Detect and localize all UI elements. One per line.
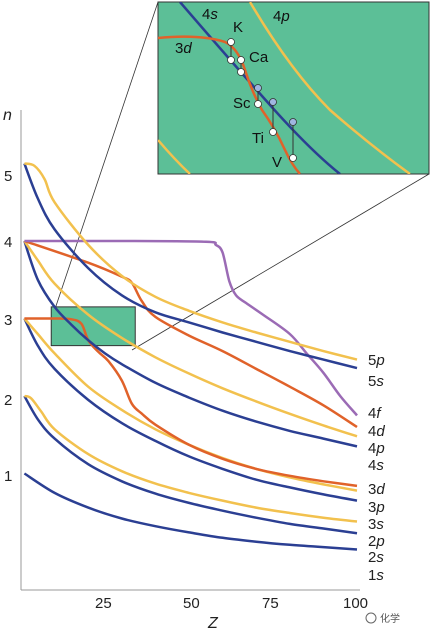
inset-point-ca-4s: [237, 68, 245, 76]
inset-point-ti-3d: [269, 128, 277, 136]
series-line-4s: [23, 240, 358, 448]
x-tick-label: 100: [343, 595, 368, 612]
series-line-2s: [23, 395, 358, 535]
x-tick-label: 75: [262, 595, 279, 612]
inset-point-sc-3d: [254, 100, 262, 108]
series-label-4d: 4d: [368, 423, 385, 440]
inset-element-label: K: [233, 19, 243, 36]
inset-point-ca-3d: [237, 56, 245, 64]
series-line-5p: [24, 162, 358, 361]
inset-point-v-4s: [289, 118, 297, 126]
series-label-4f: 4f: [368, 405, 382, 422]
zoom-line-bottom: [131, 173, 430, 351]
series-label-1s: 1s: [368, 567, 384, 584]
inset-label-4s: 4s: [202, 6, 218, 23]
inset-point-k-4s: [227, 56, 235, 64]
series-line-4d: [23, 239, 358, 429]
y-tick-label: 3: [4, 312, 12, 329]
inset-curve-4s: [179, 2, 341, 174]
y-tick-label: 4: [4, 234, 12, 251]
series-label-5s: 5s: [368, 373, 384, 390]
x-axis-label: Z: [207, 615, 219, 630]
inset-curve-4p-left: [158, 139, 191, 174]
inset-curve-4p: [248, 2, 411, 174]
y-axis-label: n: [3, 107, 12, 124]
highlight-region: [50, 306, 136, 347]
series-group: [23, 162, 358, 551]
inset-element-label: Ca: [249, 49, 269, 66]
inset-point-k-3d: [227, 38, 235, 46]
watermark: 化学: [365, 612, 400, 625]
watermark-text: 化学: [380, 612, 400, 625]
inset-label-4p: 4p: [273, 8, 290, 25]
y-tick-label: 1: [4, 468, 12, 485]
series-label-3s: 3s: [368, 516, 384, 533]
series-label-4s: 4s: [368, 457, 384, 474]
series-label-4p: 4p: [368, 440, 385, 457]
watermark-logo-icon: [365, 612, 377, 624]
series-label-5p: 5p: [368, 352, 385, 369]
inset-curve-3d: [158, 35, 301, 174]
inset-panel: 4s 4p 3d K Ca Sc Ti V: [157, 1, 430, 175]
x-tick-label: 25: [95, 595, 112, 612]
inset-element-label: Sc: [233, 95, 251, 112]
y-tick-label: 5: [4, 168, 12, 185]
y-tick-label: 2: [4, 392, 12, 409]
inset-point-v-3d: [289, 154, 297, 162]
series-label-2p: 2p: [368, 533, 385, 550]
inset-point-ti-4s: [269, 98, 277, 106]
series-label-3p: 3p: [368, 499, 385, 516]
series-label-3d: 3d: [368, 481, 385, 498]
series-line-4f: [24, 239, 358, 417]
series-line-1s: [23, 472, 358, 551]
series-line-3s: [23, 317, 358, 502]
inset-label-3d: 3d: [175, 40, 192, 57]
series-line-4p: [23, 240, 358, 438]
x-tick-label: 50: [183, 595, 200, 612]
series-line-5s: [23, 163, 358, 370]
inset-element-label: V: [272, 154, 282, 171]
inset-point-sc-4s: [254, 84, 262, 92]
inset-element-label: Ti: [252, 130, 264, 147]
series-line-2p: [23, 394, 358, 523]
series-line-3d: [24, 317, 358, 488]
series-line-3p: [23, 317, 358, 492]
series-label-2s: 2s: [368, 549, 384, 566]
